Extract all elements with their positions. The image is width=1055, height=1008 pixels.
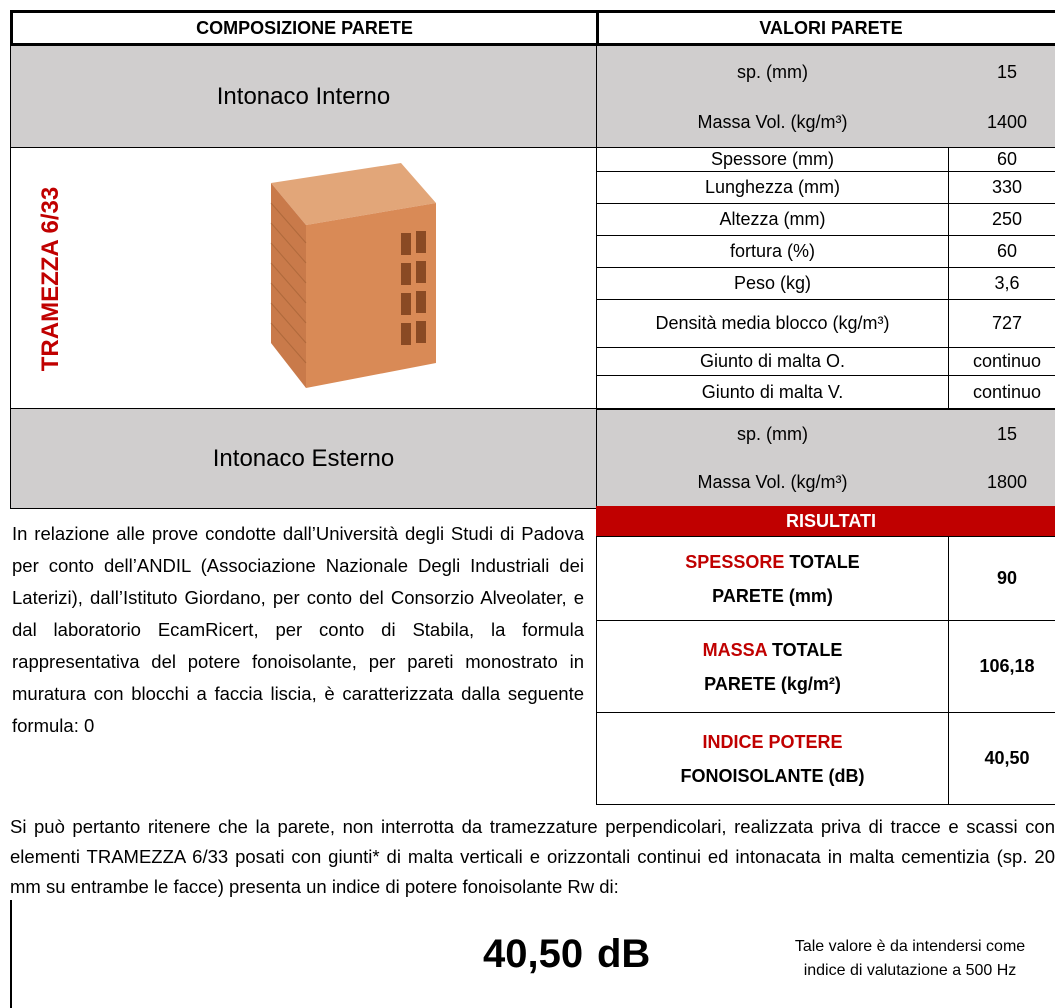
- outer-plaster: Intonaco Esterno: [10, 408, 597, 509]
- value-cell: 1400: [986, 111, 1028, 132]
- result-label: MASSA TOTALE PARETE (kg/m²): [596, 620, 949, 713]
- result-frame: [10, 900, 1055, 1008]
- result-value: 106,18: [948, 620, 1055, 713]
- value-label: Massa Vol. (kg/m³): [697, 471, 848, 492]
- value-cell: 60: [948, 235, 1055, 268]
- result-label: SPESSORE TOTALE PARETE (mm): [596, 536, 949, 621]
- description: In relazione alle prove condotte dall’Un…: [12, 523, 584, 736]
- value-cell: continuo: [948, 375, 1055, 410]
- value-label: Densità media blocco (kg/m³): [596, 299, 949, 348]
- value-label: Giunto di malta V.: [596, 375, 949, 410]
- brick-image: [270, 163, 436, 388]
- result-rest: TOTALE: [789, 551, 860, 572]
- value-label: Peso (kg): [596, 267, 949, 300]
- result-highlight: MASSA: [702, 639, 767, 660]
- rw-unit: dB: [597, 932, 651, 976]
- block-cell: TRAMEZZA 6/33: [10, 147, 597, 409]
- result-line2: PARETE (kg/m²): [704, 673, 841, 694]
- value-cell: 15: [996, 61, 1018, 82]
- value-label: fortura (%): [596, 235, 949, 268]
- result-value: 40,50: [948, 712, 1055, 805]
- note-line: indice di valutazione a 500 Hz: [803, 962, 1017, 979]
- value-label: sp. (mm): [737, 61, 808, 82]
- result-label: INDICE POTERE FONOISOLANTE (dB): [596, 712, 949, 805]
- value-cell: 15: [996, 423, 1018, 444]
- value-cell: 3,6: [948, 267, 1055, 300]
- results-title: RISULTATI: [596, 506, 1055, 537]
- value-label: Spessore (mm): [596, 147, 949, 172]
- result-highlight: SPESSORE: [685, 551, 785, 572]
- rw-value: 40,50: [483, 932, 584, 976]
- value-cell: 250: [948, 203, 1055, 236]
- note-line: Tale valore è da intendersi come: [794, 938, 1026, 955]
- inner-plaster: Intonaco Interno: [10, 45, 597, 148]
- result-line2: FONOISOLANTE (dB): [680, 765, 865, 786]
- inner-values-bg: [596, 45, 1055, 148]
- value-label: Giunto di malta O.: [596, 347, 949, 376]
- value-label: sp. (mm): [737, 423, 808, 444]
- result-highlight: INDICE POTERE: [702, 731, 843, 752]
- note: Tale valore è da intendersi come indice …: [745, 935, 1055, 983]
- result-rest: TOTALE: [772, 639, 843, 660]
- header-left: COMPOSIZIONE PARETE: [10, 10, 599, 46]
- result-value: 90: [948, 536, 1055, 621]
- outer-values-bg: [596, 408, 1055, 509]
- result-line1: SPESSORE TOTALE: [685, 545, 859, 579]
- header-right: VALORI PARETE: [596, 10, 1055, 46]
- conclusion: Si può pertanto ritenere che la parete, …: [10, 816, 1055, 897]
- result-line1: INDICE POTERE: [702, 725, 842, 759]
- value-cell: 727: [948, 299, 1055, 348]
- value-label: Lunghezza (mm): [596, 171, 949, 204]
- value-cell: 1800: [986, 471, 1028, 492]
- value-label: Altezza (mm): [596, 203, 949, 236]
- result-line2: PARETE (mm): [712, 585, 833, 606]
- value-cell: 60: [948, 147, 1055, 172]
- value-cell: continuo: [948, 347, 1055, 376]
- block-name: TRAMEZZA 6/33: [37, 186, 64, 372]
- value-label: Massa Vol. (kg/m³): [697, 111, 848, 132]
- result-line1: MASSA TOTALE: [703, 633, 843, 667]
- value-cell: 330: [948, 171, 1055, 204]
